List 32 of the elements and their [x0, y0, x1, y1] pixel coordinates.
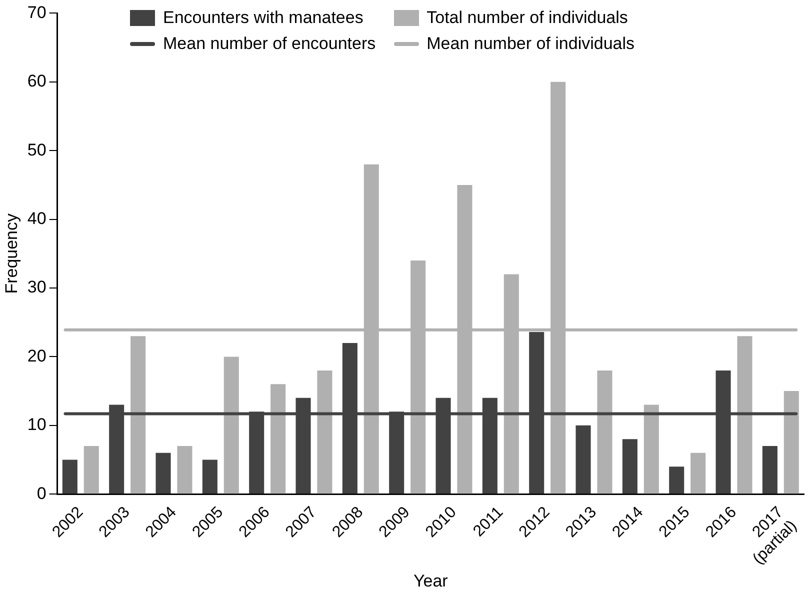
x-axis-title: Year [413, 571, 448, 590]
bar [669, 466, 684, 494]
bar [622, 439, 638, 494]
y-tick-label: 50 [27, 140, 46, 160]
legend-label: Mean number of individuals [426, 34, 635, 54]
y-tick-label: 70 [27, 2, 46, 22]
bar [130, 336, 146, 494]
y-axis-title: Frequency [2, 212, 21, 294]
y-tick-label: 20 [27, 346, 46, 366]
y-tick-label: 10 [27, 415, 46, 434]
bar [177, 446, 192, 494]
bar [644, 404, 659, 494]
legend-label: Mean number of encounters [163, 34, 376, 54]
y-tick-label: 40 [27, 208, 46, 228]
y-tick-label: 30 [27, 278, 46, 297]
bar [597, 370, 612, 494]
bar [224, 356, 239, 494]
bar [690, 452, 706, 494]
legend-label: Encounters with manatees [163, 8, 364, 28]
bar [202, 460, 218, 494]
legend-label: Total number of individuals [426, 8, 628, 28]
bar [84, 446, 99, 494]
bar [576, 425, 591, 494]
bar [270, 384, 286, 494]
bar [784, 391, 799, 494]
bar [762, 446, 778, 494]
bar [317, 370, 332, 494]
y-tick-label: 0 [36, 484, 46, 503]
y-tick-label: 60 [27, 72, 46, 91]
bar [156, 452, 171, 494]
bar [737, 336, 752, 494]
bar [62, 460, 78, 494]
